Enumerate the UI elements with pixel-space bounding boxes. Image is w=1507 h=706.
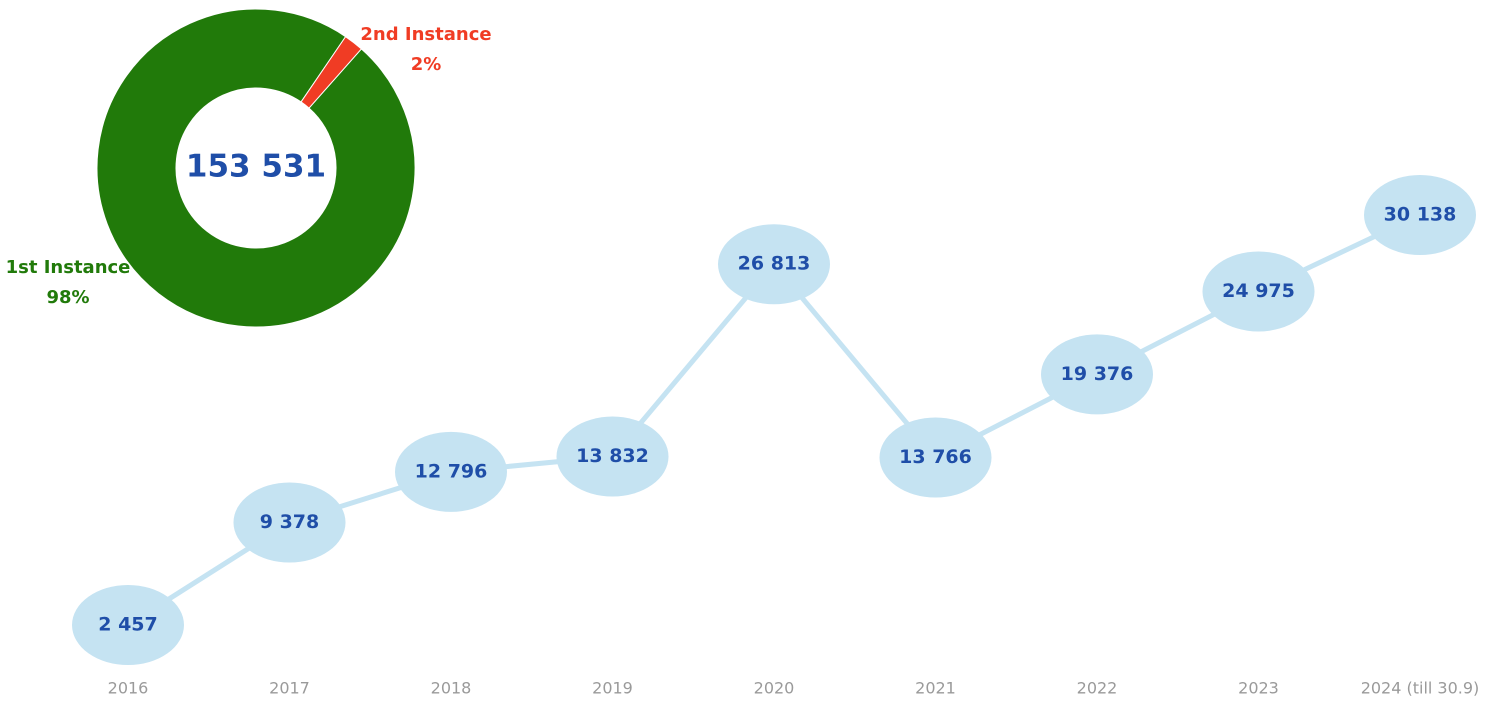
- point-marker: [718, 224, 830, 305]
- slice-value-label: 2%: [411, 54, 442, 75]
- x-tick-label: 2024 (till 30.9): [1361, 679, 1480, 698]
- data-label: 9 378: [260, 511, 320, 533]
- donut-slice: [96, 8, 416, 328]
- data-label: 2 457: [98, 614, 158, 636]
- point-marker: [1364, 175, 1476, 255]
- x-tick-label: 2022: [1077, 679, 1118, 698]
- point-marker: [395, 431, 507, 512]
- x-tick-label: 2023: [1238, 679, 1279, 698]
- center-label: 153 531: [186, 149, 326, 185]
- point-marker: [1041, 334, 1153, 415]
- data-label: 24 975: [1222, 280, 1295, 302]
- x-tick-label: 2017: [269, 679, 310, 698]
- data-label: 13 832: [576, 445, 649, 467]
- data-label: 12 796: [415, 460, 488, 482]
- data-label: 19 376: [1061, 363, 1134, 385]
- point-marker: [233, 482, 346, 563]
- x-tick-label: 2018: [431, 679, 472, 698]
- x-tick-label: 2021: [915, 679, 956, 698]
- data-label: 13 766: [899, 446, 972, 468]
- point-marker: [1202, 251, 1315, 332]
- point-marker: [556, 416, 669, 497]
- x-tick-label: 2016: [108, 679, 149, 698]
- slice-label: 2nd Instance: [360, 24, 491, 45]
- x-tick-label: 2020: [754, 679, 795, 698]
- slice-value-label: 98%: [46, 287, 89, 308]
- data-label: 30 138: [1384, 204, 1457, 226]
- data-label: 26 813: [738, 253, 811, 275]
- point-marker: [72, 585, 184, 665]
- donut-slice: [300, 35, 363, 109]
- point-marker: [879, 417, 992, 498]
- slice-label: 1st Instance: [6, 257, 131, 278]
- x-tick-label: 2019: [592, 679, 633, 698]
